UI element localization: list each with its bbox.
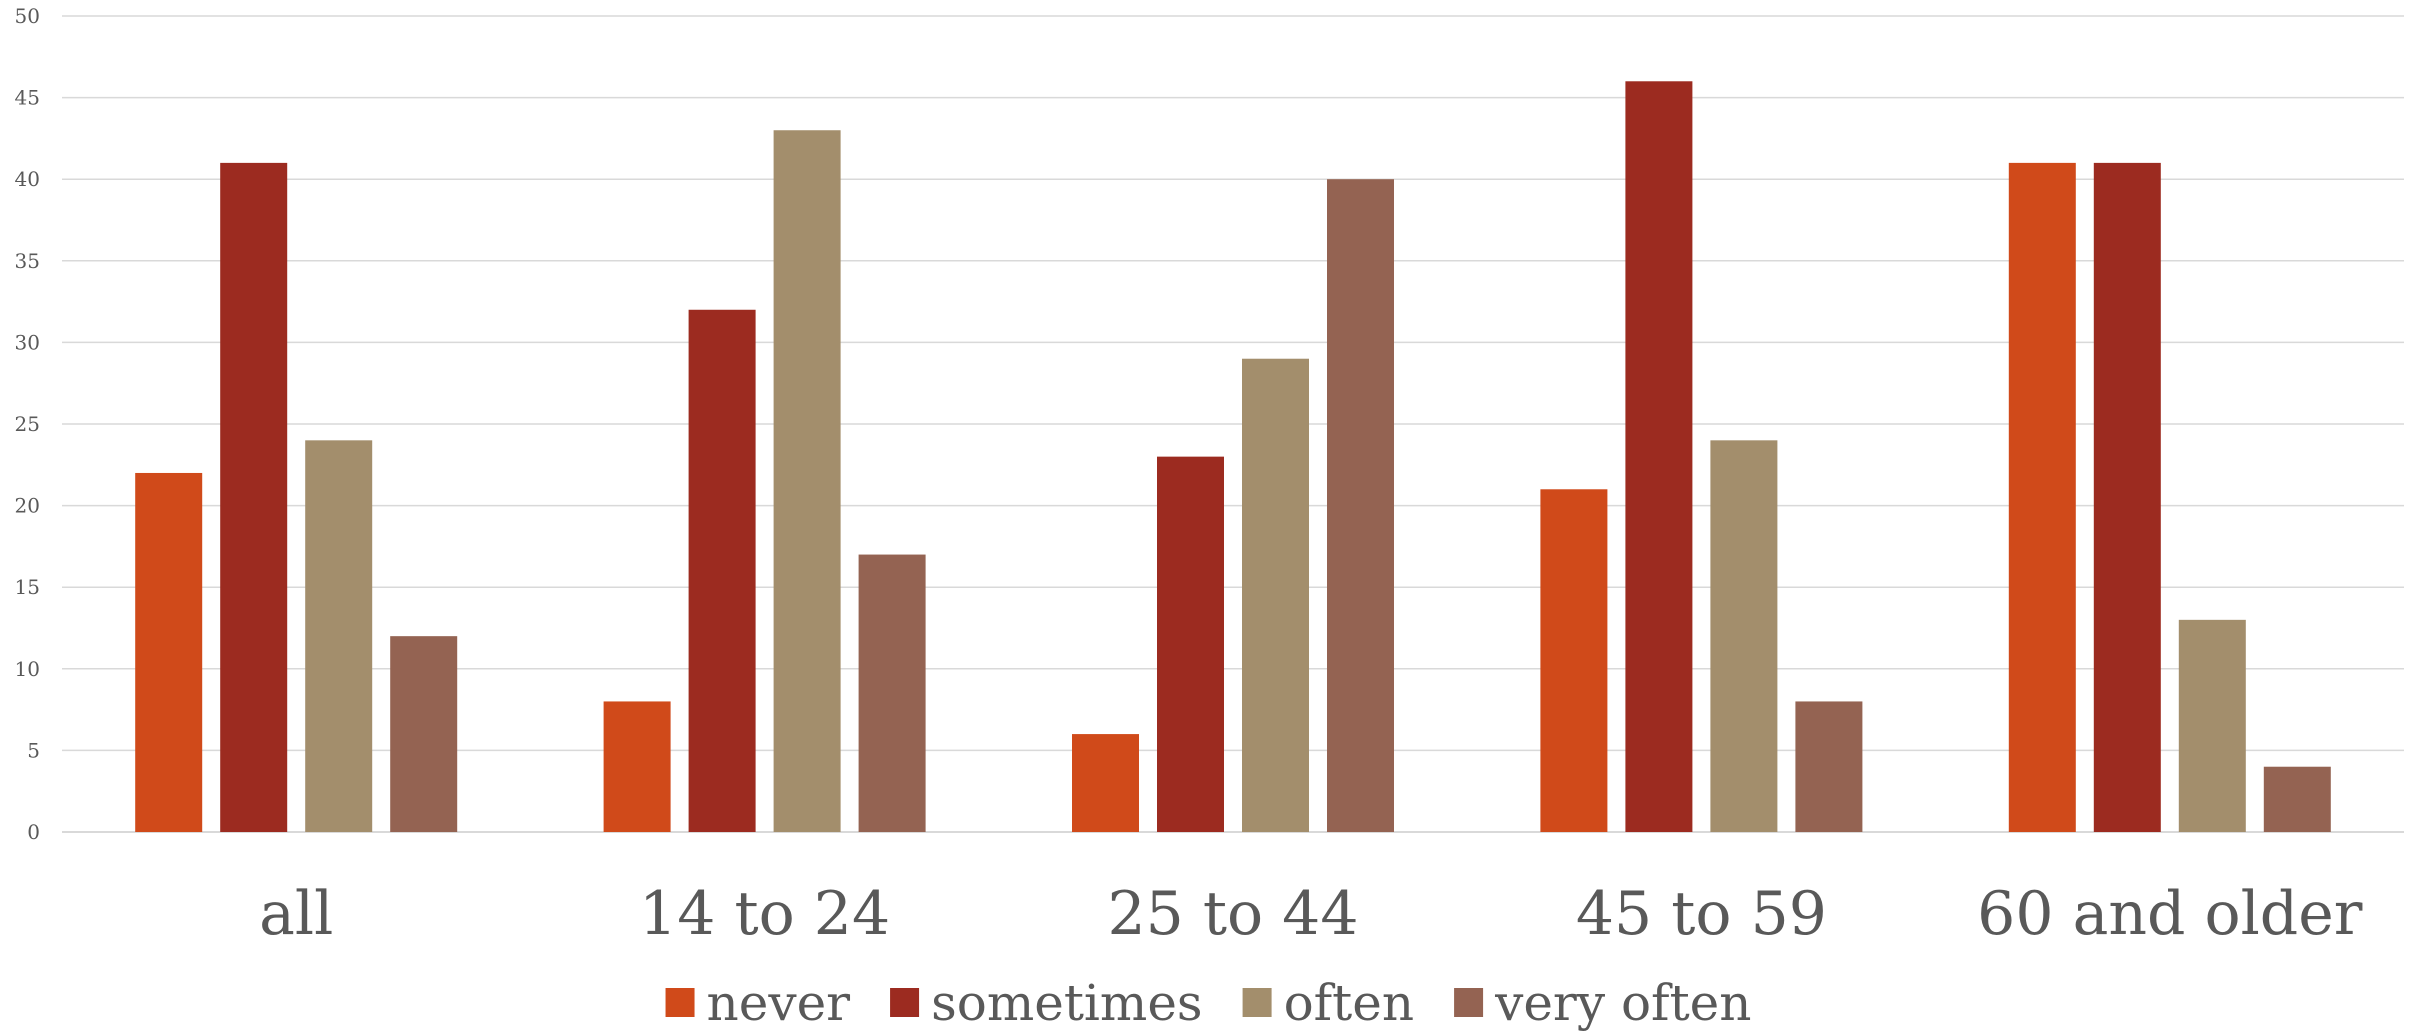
bar-very-often-2 <box>1327 179 1394 832</box>
bar-often-4 <box>2178 619 2246 832</box>
legend-swatch-often <box>1242 988 1272 1017</box>
legend-label: never <box>707 974 851 1031</box>
x-category-label: 14 to 24 <box>639 879 890 949</box>
bar-sometimes-1 <box>688 309 756 832</box>
bar-often-0 <box>305 440 373 832</box>
legend-label: sometimes <box>931 974 1203 1031</box>
y-tick-label: 45 <box>15 86 40 110</box>
x-category-label: 45 to 59 <box>1576 879 1827 949</box>
bar-very-often-4 <box>2263 766 2331 832</box>
y-tick-label: 50 <box>15 4 40 28</box>
legend-swatch-very-often <box>1454 988 1484 1017</box>
bar-never-4 <box>2008 162 2076 832</box>
legend-swatch-sometimes <box>890 988 920 1017</box>
legend-swatch-never <box>665 988 695 1017</box>
y-tick-label: 35 <box>15 249 40 273</box>
legend-label: very often <box>1494 974 1751 1031</box>
bar-never-1 <box>603 701 671 832</box>
bar-often-2 <box>1242 358 1309 832</box>
bar-very-often-1 <box>858 554 926 832</box>
x-category-label: 25 to 44 <box>1107 879 1358 949</box>
bar-often-3 <box>1710 440 1778 832</box>
bars <box>135 81 2331 833</box>
legend-label: often <box>1284 974 1415 1031</box>
x-axis-category-labels: all 14 to 24 25 to 44 45 to 59 60 and older <box>259 879 2363 949</box>
y-tick-label: 0 <box>27 820 40 844</box>
y-axis-tick-labels: 0 5 10 15 20 25 30 35 40 45 50 <box>15 4 40 844</box>
y-tick-label: 15 <box>15 575 40 599</box>
bar-often-1 <box>773 130 841 833</box>
bar-sometimes-4 <box>2093 162 2161 832</box>
x-category-label: all <box>259 879 333 949</box>
bar-never-3 <box>1540 489 1608 832</box>
bar-very-often-0 <box>390 636 458 832</box>
y-tick-label: 40 <box>15 167 40 191</box>
bar-never-2 <box>1072 734 1139 832</box>
y-tick-label: 30 <box>15 330 40 354</box>
bar-sometimes-0 <box>220 162 288 832</box>
y-tick-label: 20 <box>15 494 40 518</box>
legend: never sometimes often very often <box>665 974 1751 1031</box>
y-tick-label: 10 <box>15 657 40 681</box>
bar-sometimes-2 <box>1157 456 1224 832</box>
x-category-label: 60 and older <box>1977 879 2363 949</box>
bar-never-0 <box>135 472 203 832</box>
bar-very-often-3 <box>1795 701 1863 832</box>
y-tick-label: 5 <box>27 738 40 762</box>
bar-sometimes-3 <box>1625 81 1693 832</box>
y-tick-label: 25 <box>15 412 40 436</box>
